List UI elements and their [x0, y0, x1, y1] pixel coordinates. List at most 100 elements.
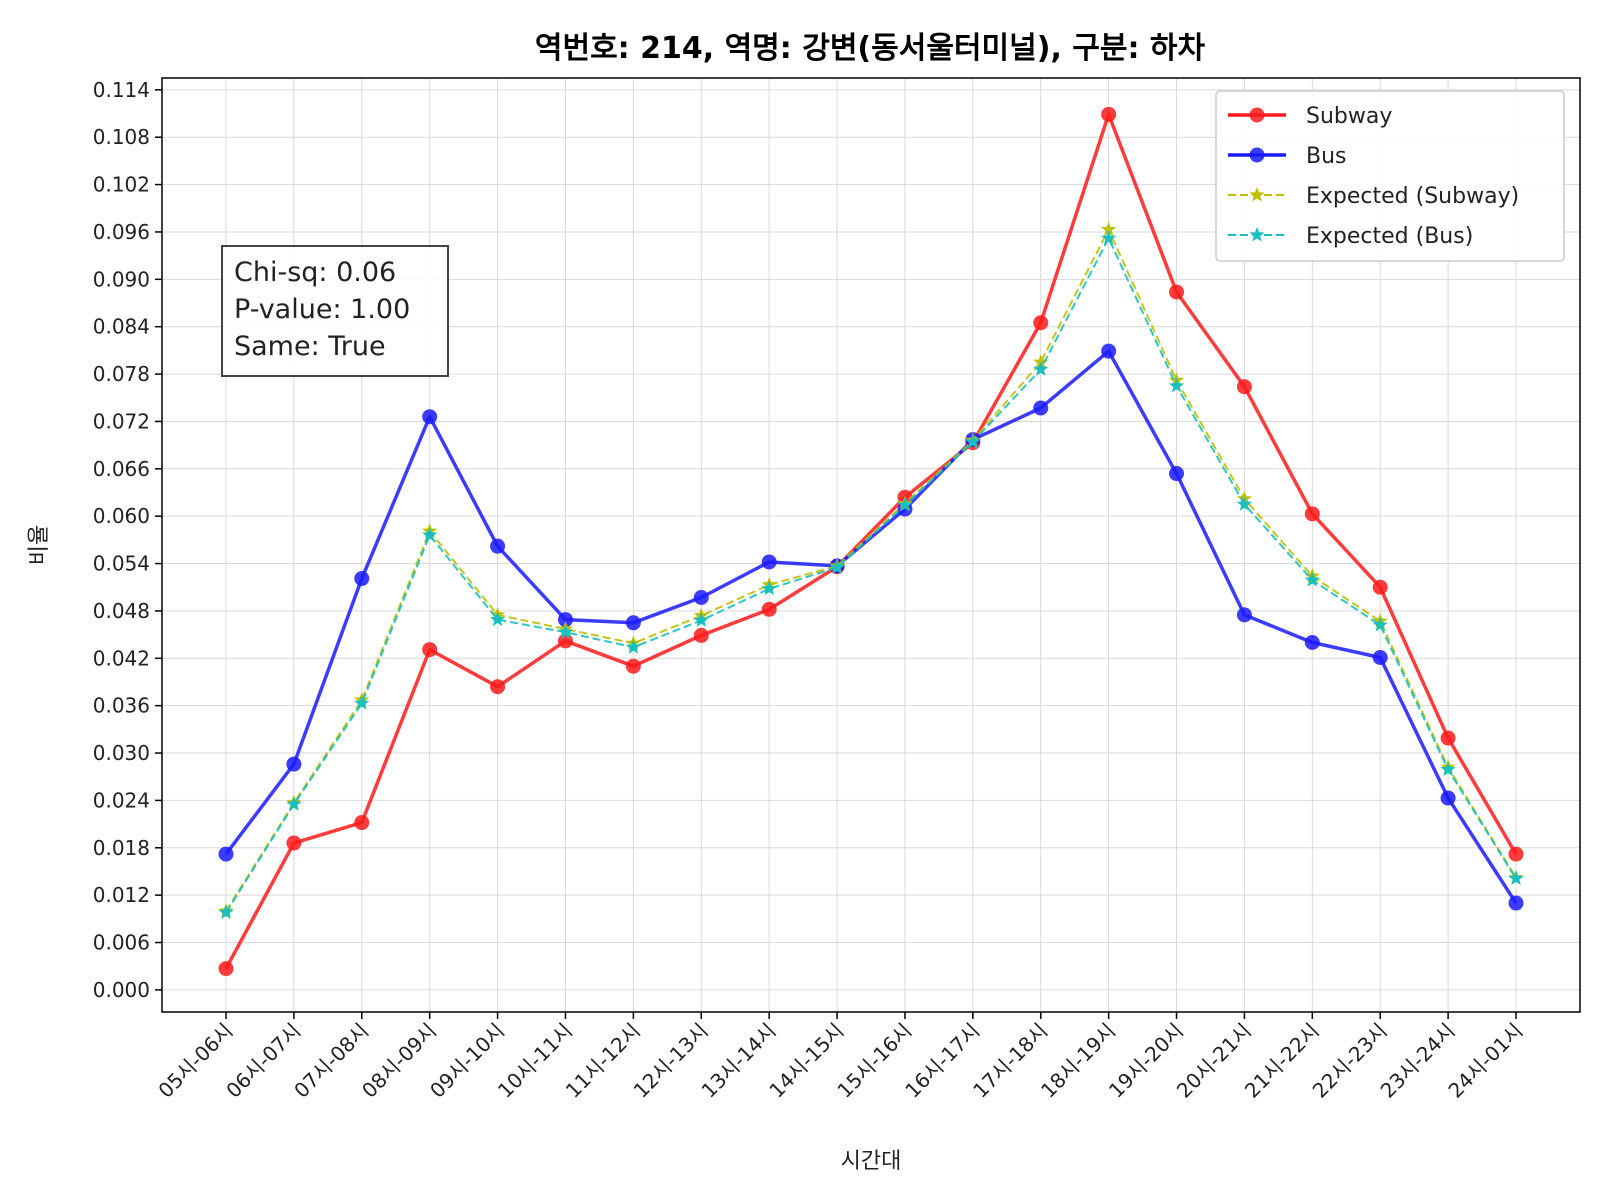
data-point	[422, 409, 438, 425]
data-point	[625, 658, 641, 674]
data-point	[1440, 790, 1456, 806]
legend-entry: Subway	[1228, 104, 1392, 129]
legend-marker	[1249, 147, 1265, 163]
y-tick-label: 0.048	[93, 599, 150, 623]
stats-chi-sq: Chi-sq: 0.06	[234, 257, 396, 288]
y-tick-label: 0.024	[93, 788, 150, 812]
data-point	[1169, 284, 1185, 300]
data-point	[286, 756, 302, 772]
y-tick-label: 0.000	[93, 978, 150, 1002]
y-tick-label: 0.060	[93, 504, 150, 528]
data-point	[1372, 617, 1388, 632]
data-point	[897, 497, 913, 512]
y-tick-label: 0.084	[93, 315, 150, 339]
data-point	[1101, 106, 1117, 122]
data-point	[1033, 361, 1049, 376]
data-point	[1236, 496, 1253, 511]
data-point	[422, 527, 438, 542]
y-axis-label: 비율	[27, 525, 52, 565]
data-point	[1101, 221, 1117, 237]
data-point	[1304, 506, 1320, 522]
legend-entry: Expected (Bus)	[1228, 224, 1473, 249]
data-point	[625, 639, 641, 654]
data-point	[422, 642, 438, 658]
data-point	[1372, 650, 1388, 666]
legend-marker	[1249, 187, 1265, 202]
data-point	[693, 627, 709, 643]
y-tick-label: 0.066	[93, 457, 150, 481]
data-point	[1304, 572, 1320, 587]
data-point	[761, 554, 777, 570]
plot-area	[161, 77, 1581, 1013]
series-expected-bus	[218, 230, 1524, 919]
data-point	[557, 612, 573, 628]
y-tick-label: 0.006	[93, 931, 150, 955]
y-tick-label: 0.078	[93, 362, 150, 386]
y-tick-label: 0.072	[93, 409, 150, 433]
series-line	[225, 228, 1517, 912]
data-point	[1440, 761, 1456, 777]
data-point	[761, 601, 777, 617]
y-tick-label: 0.030	[93, 741, 150, 765]
data-point	[1236, 607, 1252, 623]
data-point	[218, 961, 234, 977]
legend-label: Subway	[1306, 104, 1392, 129]
data-point	[1033, 315, 1049, 331]
data-point	[286, 835, 302, 851]
series-layer	[218, 106, 1524, 977]
legend-frame	[1215, 90, 1565, 262]
y-tick-label: 0.090	[93, 267, 150, 291]
data-point	[761, 580, 777, 596]
data-point	[693, 590, 709, 606]
stats-same: Same: True	[234, 331, 386, 362]
data-point	[1440, 730, 1456, 746]
y-tick-label: 0.102	[93, 173, 150, 197]
y-axis: 0.000 0.006 0.012 0.018 0.024 0.030 0.036 0.042…	[93, 78, 162, 1002]
series-bus	[218, 343, 1524, 911]
y-tick-label: 0.054	[93, 552, 150, 576]
data-point	[354, 695, 370, 710]
y-tick-label: 0.114	[93, 78, 150, 102]
x-tick-label: 24시-01시	[1443, 1019, 1527, 1103]
data-point	[693, 612, 709, 627]
data-point	[218, 846, 234, 862]
x-axis-label: 시간대	[841, 1149, 902, 1174]
data-point	[1101, 230, 1117, 245]
data-point	[1236, 379, 1252, 395]
grid-lines	[162, 78, 1580, 1012]
data-point	[965, 433, 981, 449]
y-tick-label: 0.108	[93, 125, 150, 149]
y-tick-label: 0.042	[93, 646, 150, 670]
stats-box: Chi-sq: 0.06 P-value: 1.00 Same: True	[221, 245, 449, 377]
chart-title: 역번호: 214, 역명: 강변(동서울터미널), 구분: 하차	[535, 31, 1206, 66]
series-line	[224, 349, 1518, 905]
stats-p-value: P-value: 1.00	[234, 294, 410, 325]
stats-box-frame	[221, 245, 449, 377]
legend-label: Bus	[1306, 144, 1347, 169]
legend-label: Expected (Subway)	[1306, 184, 1519, 209]
data-point	[286, 796, 302, 811]
y-tick-label: 0.018	[93, 836, 150, 860]
data-point	[557, 633, 573, 649]
data-point	[489, 611, 506, 627]
y-tick-label: 0.012	[93, 883, 150, 907]
legend-marker	[1249, 227, 1265, 242]
data-point	[1508, 895, 1524, 911]
data-point	[1372, 579, 1388, 595]
legend: Subway Bus Expected (Subway) Expected (Bus)	[1215, 90, 1565, 262]
data-point	[557, 624, 574, 639]
y-tick-label: 0.036	[93, 694, 150, 718]
data-point	[829, 559, 845, 574]
legend-marker	[1249, 107, 1265, 123]
data-point	[490, 679, 506, 695]
legend-entry: Expected (Subway)	[1228, 184, 1519, 209]
legend-label: Expected (Bus)	[1306, 224, 1473, 249]
legend-entry: Bus	[1228, 144, 1347, 169]
series-line	[224, 112, 1518, 970]
data-point	[354, 571, 370, 587]
y-tick-label: 0.096	[93, 220, 150, 244]
data-point	[354, 815, 370, 831]
data-point	[1508, 846, 1524, 862]
x-axis: 05시-06시06시-07시07시-08시08시-09시09시-10시10시-1…	[153, 1012, 1528, 1103]
